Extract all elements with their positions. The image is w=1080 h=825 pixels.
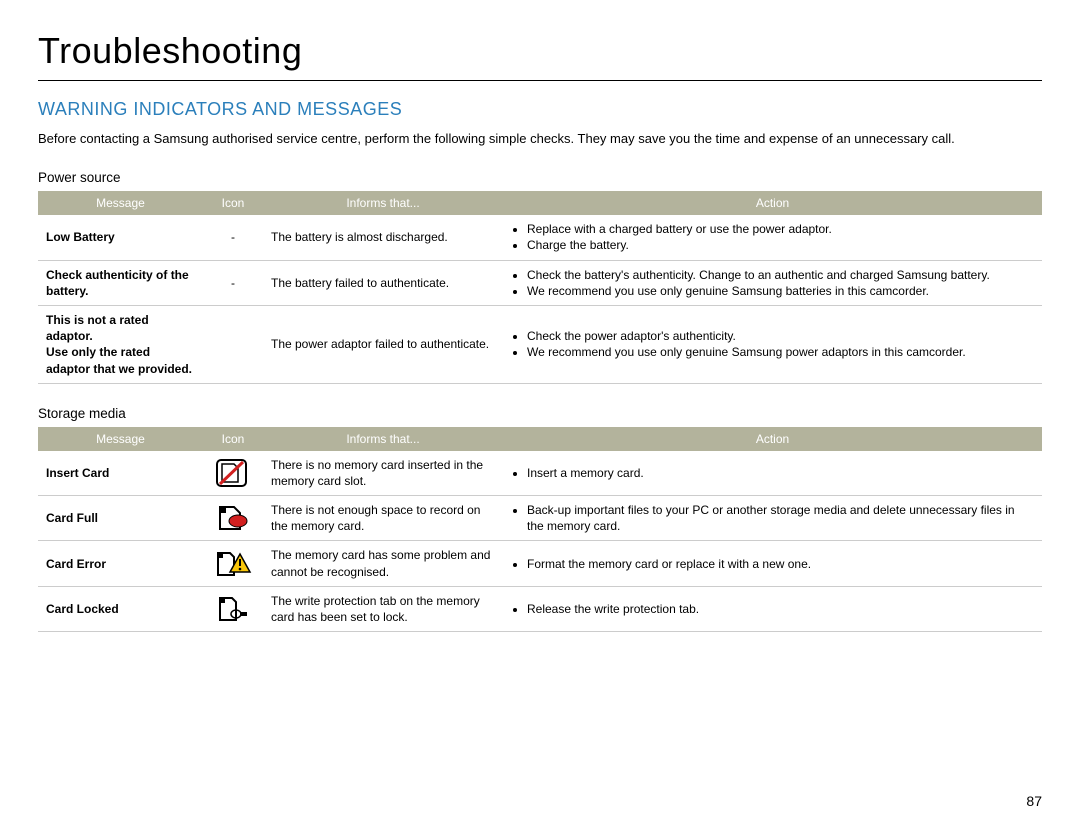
action-cell: Check the power adaptor's authenticity. …: [503, 305, 1042, 383]
action-cell: Back-up important files to your PC or an…: [503, 496, 1042, 541]
message-cell: Card Error: [38, 541, 203, 586]
action-item: We recommend you use only genuine Samsun…: [527, 344, 1034, 360]
action-cell: Check the battery's authenticity. Change…: [503, 260, 1042, 305]
card-full-icon: [216, 503, 250, 533]
col-action: Action: [503, 427, 1042, 451]
table-title-power: Power source: [38, 170, 1042, 185]
col-message: Message: [38, 191, 203, 215]
informs-cell: The memory card has some problem and can…: [263, 541, 503, 586]
table-header-row: Message Icon Informs that... Action: [38, 191, 1042, 215]
table-title-storage: Storage media: [38, 406, 1042, 421]
message-cell: Card Locked: [38, 586, 203, 631]
icon-cell: [203, 541, 263, 586]
icon-cell: -: [203, 215, 263, 260]
table-row: Card Error The memory card has some prob…: [38, 541, 1042, 586]
action-cell: Release the write protection tab.: [503, 586, 1042, 631]
col-message: Message: [38, 427, 203, 451]
informs-cell: The power adaptor failed to authenticate…: [263, 305, 503, 383]
action-item: Replace with a charged battery or use th…: [527, 221, 1034, 237]
intro-text: Before contacting a Samsung authorised s…: [38, 130, 1042, 148]
col-icon: Icon: [203, 427, 263, 451]
action-cell: Replace with a charged battery or use th…: [503, 215, 1042, 260]
informs-cell: The battery failed to authenticate.: [263, 260, 503, 305]
card-error-icon: [214, 549, 252, 579]
table-row: This is not a rated adaptor. Use only th…: [38, 305, 1042, 383]
col-icon: Icon: [203, 191, 263, 215]
action-item: We recommend you use only genuine Samsun…: [527, 283, 1034, 299]
page-number: 87: [1026, 793, 1042, 809]
icon-cell: [203, 305, 263, 383]
action-item: Back-up important files to your PC or an…: [527, 502, 1034, 534]
table-row: Insert Card There is no memory card inse…: [38, 451, 1042, 496]
action-cell: Format the memory card or replace it wit…: [503, 541, 1042, 586]
power-source-table: Message Icon Informs that... Action Low …: [38, 191, 1042, 384]
action-cell: Insert a memory card.: [503, 451, 1042, 496]
page-title: Troubleshooting: [38, 30, 1042, 81]
message-cell: Card Full: [38, 496, 203, 541]
manual-page: Troubleshooting WARNING INDICATORS AND M…: [0, 0, 1080, 825]
action-item: Charge the battery.: [527, 237, 1034, 253]
table-row: Low Battery - The battery is almost disc…: [38, 215, 1042, 260]
informs-cell: The battery is almost discharged.: [263, 215, 503, 260]
action-item: Insert a memory card.: [527, 465, 1034, 481]
action-item: Release the write protection tab.: [527, 601, 1034, 617]
message-cell: This is not a rated adaptor. Use only th…: [38, 305, 203, 383]
table-row: Card Locked The write protection tab on …: [38, 586, 1042, 631]
action-item: Check the battery's authenticity. Change…: [527, 267, 1034, 283]
table-row: Card Full There is not enough space to r…: [38, 496, 1042, 541]
icon-cell: [203, 496, 263, 541]
table-row: Check authenticity of the battery. - The…: [38, 260, 1042, 305]
icon-cell: [203, 451, 263, 496]
col-informs: Informs that...: [263, 427, 503, 451]
section-heading: WARNING INDICATORS AND MESSAGES: [38, 99, 1042, 120]
card-locked-icon: [216, 594, 250, 624]
col-informs: Informs that...: [263, 191, 503, 215]
icon-cell: [203, 586, 263, 631]
action-item: Check the power adaptor's authenticity.: [527, 328, 1034, 344]
message-cell: Insert Card: [38, 451, 203, 496]
insert-card-icon: [216, 458, 250, 488]
action-item: Format the memory card or replace it wit…: [527, 556, 1034, 572]
message-cell: Check authenticity of the battery.: [38, 260, 203, 305]
informs-cell: The write protection tab on the memory c…: [263, 586, 503, 631]
col-action: Action: [503, 191, 1042, 215]
message-cell: Low Battery: [38, 215, 203, 260]
informs-cell: There is not enough space to record on t…: [263, 496, 503, 541]
storage-media-table: Message Icon Informs that... Action Inse…: [38, 427, 1042, 633]
table-header-row: Message Icon Informs that... Action: [38, 427, 1042, 451]
informs-cell: There is no memory card inserted in the …: [263, 451, 503, 496]
icon-cell: -: [203, 260, 263, 305]
